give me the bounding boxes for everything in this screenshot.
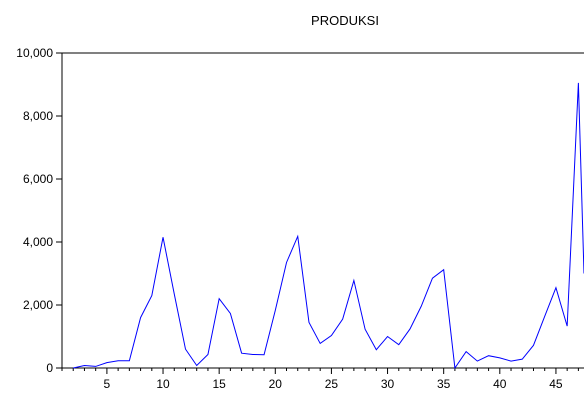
- x-tick-label: 45: [549, 377, 563, 391]
- x-tick-label: 40: [493, 377, 507, 391]
- x-tick-label: 35: [437, 377, 451, 391]
- y-tick-label: 10,000: [16, 46, 53, 60]
- x-tick-label: 30: [381, 377, 395, 391]
- x-tick-label: 15: [212, 377, 226, 391]
- x-tick-label: 10: [156, 377, 170, 391]
- x-tick-label: 25: [325, 377, 339, 391]
- y-tick-label: 4,000: [23, 235, 53, 249]
- y-tick-label: 2,000: [23, 298, 53, 312]
- y-tick-label: 6,000: [23, 172, 53, 186]
- y-tick-label: 8,000: [23, 109, 53, 123]
- x-tick-label: 20: [269, 377, 283, 391]
- x-axis-ticks: 5 10 15 20 25 30 35 40 45: [61, 368, 579, 391]
- plot-area: 0 2,000 4,000 6,000 8,000 10,000 5 10 15 20 25 30 3…: [16, 46, 584, 391]
- y-axis-ticks: 0 2,000 4,000 6,000 8,000 10,000: [16, 46, 62, 375]
- series-line-produksi: [73, 82, 584, 370]
- y-tick-label: 0: [46, 361, 53, 375]
- chart-title: PRODUKSI: [311, 13, 379, 28]
- x-tick-label: 5: [104, 377, 111, 391]
